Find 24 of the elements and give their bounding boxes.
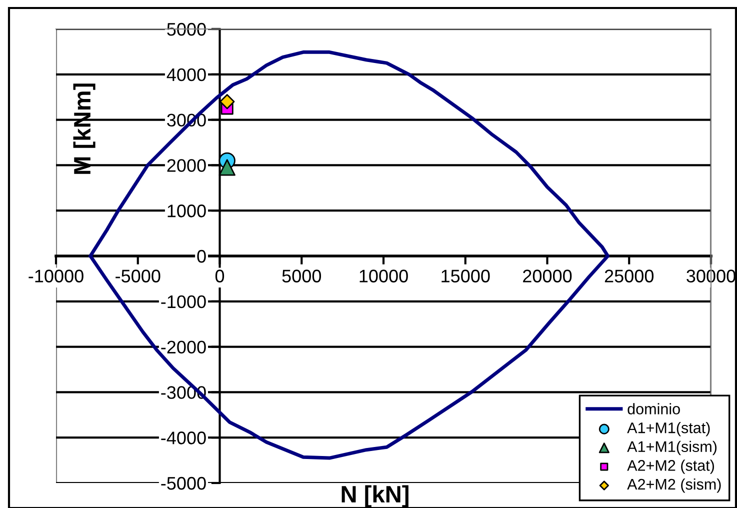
y-tick-label: 0	[197, 250, 206, 263]
y-axis-title: M [kNm]	[73, 84, 96, 174]
y-tick-label: 1000	[168, 204, 206, 218]
x-tick-label: 10000	[360, 270, 408, 282]
x-tick-label: -5000	[116, 270, 160, 282]
x-tick-label: 20000	[523, 270, 572, 282]
x-tick-label: 30000	[686, 270, 736, 282]
y-tick-label: 4000	[166, 68, 206, 82]
x-tick-label: 0	[215, 270, 224, 282]
y-tick-label: 2000	[167, 159, 206, 172]
legend-label: A1+M1(stat)	[627, 422, 710, 436]
x-axis-title: N [kN]	[342, 485, 408, 508]
legend-label: A2+M2 (stat)	[627, 460, 714, 474]
y-tick-label: -5000	[161, 476, 206, 490]
legend-label: dominio	[628, 403, 680, 414]
y-tick-label: -2000	[161, 340, 206, 354]
legend-label: A1+M1(sism)	[627, 440, 717, 456]
legend-label: A2+M2 (sism)	[627, 478, 721, 493]
x-tick-label: 25000	[604, 270, 654, 282]
x-tick-label: -10000	[28, 270, 84, 282]
y-tick-label: -4000	[161, 432, 206, 444]
x-tick-label: 15000	[442, 270, 490, 282]
y-tick-label: -1000	[161, 295, 206, 308]
x-tick-label: 5000	[282, 270, 322, 282]
